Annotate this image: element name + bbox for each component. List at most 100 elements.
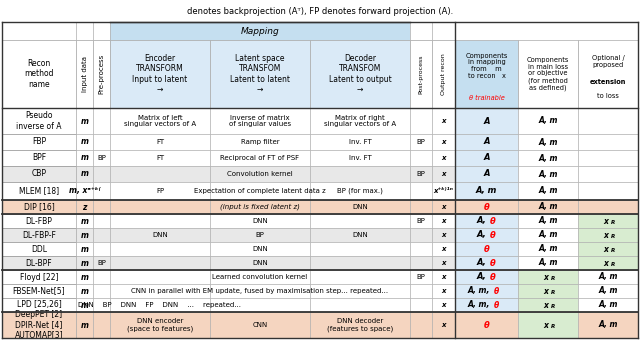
Text: R: R — [611, 262, 615, 267]
Bar — [76, 166, 93, 182]
Bar — [110, 228, 210, 242]
Bar — [432, 22, 455, 40]
Bar — [110, 166, 210, 182]
Bar — [455, 228, 518, 242]
Bar — [432, 256, 455, 270]
Text: θ trainable: θ trainable — [468, 95, 504, 101]
Text: Pseudo
inverse of A: Pseudo inverse of A — [16, 112, 61, 131]
Bar — [210, 200, 310, 214]
Text: Matrix of left
singular vectors of A: Matrix of left singular vectors of A — [124, 115, 196, 127]
Bar — [410, 182, 432, 200]
Bar — [518, 228, 578, 242]
Text: Encoder
TRANSFORM
Input to latent
→: Encoder TRANSFORM Input to latent → — [132, 55, 188, 94]
Text: Latent space
TRANSFOM
Latent to latent
→: Latent space TRANSFOM Latent to latent → — [230, 55, 290, 94]
Text: Convolution kernel: Convolution kernel — [227, 171, 293, 177]
Text: A, m: A, m — [538, 230, 557, 239]
Bar — [518, 40, 578, 108]
Bar — [210, 134, 310, 150]
Text: x: x — [441, 322, 445, 328]
Text: R: R — [611, 220, 615, 225]
Text: m: m — [81, 286, 88, 295]
Text: A, m: A, m — [476, 186, 497, 196]
Bar — [432, 270, 455, 284]
Text: DNN: DNN — [252, 246, 268, 252]
Text: m: m — [81, 137, 88, 146]
Bar — [410, 270, 432, 284]
Text: x: x — [441, 171, 445, 177]
Text: Reciprocal of FT of PSF: Reciprocal of FT of PSF — [220, 155, 300, 161]
Text: DIP [16]: DIP [16] — [24, 202, 54, 211]
Text: x: x — [604, 258, 609, 267]
Bar — [76, 270, 93, 284]
Text: A: A — [483, 169, 490, 178]
Bar — [210, 108, 310, 134]
Text: Decoder
TRANSFOM
Latent to output
→: Decoder TRANSFOM Latent to output → — [328, 55, 392, 94]
Text: θ: θ — [490, 258, 495, 267]
Text: θ: θ — [490, 230, 495, 239]
Text: A, m: A, m — [538, 186, 557, 196]
Text: θ: θ — [484, 321, 490, 330]
Text: θ: θ — [484, 202, 490, 211]
Bar — [432, 108, 455, 134]
Bar — [578, 200, 638, 214]
Text: A, m: A, m — [598, 286, 618, 295]
Bar — [210, 270, 310, 284]
Text: A,: A, — [477, 216, 486, 225]
Text: FP: FP — [156, 188, 164, 194]
Bar — [310, 298, 410, 312]
Bar — [410, 312, 432, 338]
Bar — [432, 228, 455, 242]
Bar — [310, 214, 410, 228]
Bar — [2, 228, 76, 242]
Text: A, m,: A, m, — [467, 286, 490, 295]
Bar — [410, 22, 432, 40]
Text: FBP: FBP — [32, 137, 46, 146]
Bar — [455, 150, 518, 166]
Bar — [210, 312, 310, 338]
Bar — [93, 200, 110, 214]
Bar — [310, 228, 410, 242]
Text: extension: extension — [590, 79, 626, 85]
Bar — [2, 284, 76, 298]
Text: m: m — [81, 244, 88, 253]
Text: x: x — [604, 216, 609, 225]
Bar — [455, 256, 518, 270]
Text: BP: BP — [417, 274, 426, 280]
Text: θ: θ — [494, 300, 499, 309]
Bar — [578, 298, 638, 312]
Bar — [432, 166, 455, 182]
Bar — [410, 166, 432, 182]
Bar — [76, 150, 93, 166]
Bar — [518, 284, 578, 298]
Text: DDL: DDL — [31, 244, 47, 253]
Text: FT: FT — [156, 139, 164, 145]
Bar — [310, 150, 410, 166]
Bar — [410, 108, 432, 134]
Bar — [518, 22, 578, 40]
Text: Pre-process: Pre-process — [99, 54, 104, 94]
Bar — [93, 134, 110, 150]
Text: LPD [25,26]: LPD [25,26] — [17, 300, 61, 309]
Text: x: x — [441, 218, 445, 224]
Bar — [518, 298, 578, 312]
Text: BPF: BPF — [32, 154, 46, 163]
Text: DNN: DNN — [252, 218, 268, 224]
Text: A,: A, — [477, 272, 486, 281]
Text: BP: BP — [417, 218, 426, 224]
Bar — [310, 182, 410, 200]
Bar — [93, 298, 110, 312]
Bar — [210, 40, 310, 108]
Bar — [455, 242, 518, 256]
Text: BP (for max.): BP (for max.) — [337, 188, 383, 194]
Bar — [76, 242, 93, 256]
Bar — [76, 108, 93, 134]
Bar — [2, 22, 76, 40]
Bar — [76, 256, 93, 270]
Text: Floyd [22]: Floyd [22] — [20, 272, 58, 281]
Text: m: m — [81, 216, 88, 225]
Text: MLEM [18]: MLEM [18] — [19, 186, 59, 196]
Bar — [2, 256, 76, 270]
Bar — [93, 182, 110, 200]
Bar — [410, 40, 432, 108]
Bar — [455, 200, 518, 214]
